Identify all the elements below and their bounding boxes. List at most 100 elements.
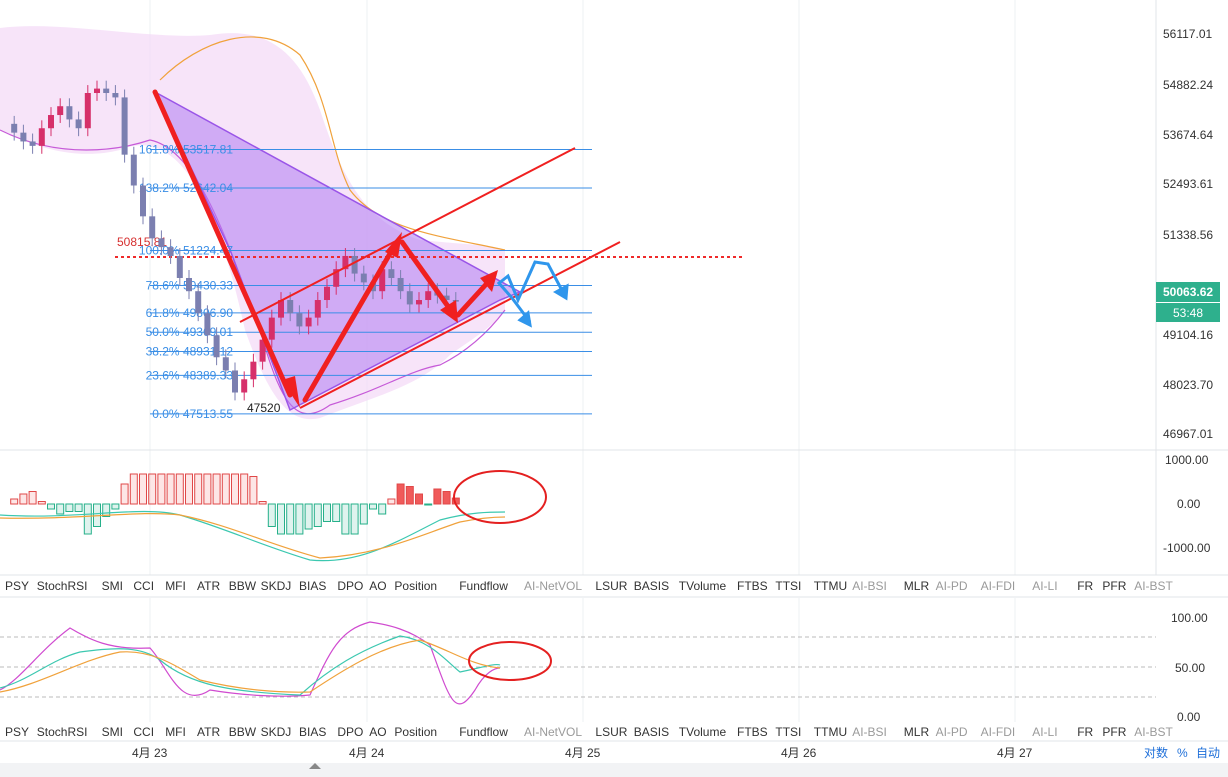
indicator-tab-ttmu[interactable]: TTMU <box>814 725 847 739</box>
indicator-tab-stochrsi[interactable]: StochRSI <box>37 725 88 739</box>
candle-body <box>11 123 18 133</box>
candle-body <box>57 106 64 116</box>
indicator-tab-fundflow[interactable]: Fundflow <box>459 725 508 739</box>
indicator-tab-pfr[interactable]: PFR <box>1102 725 1126 739</box>
indicator-tab-skdj[interactable]: SKDJ <box>261 725 292 739</box>
indicator-tab-skdj[interactable]: SKDJ <box>261 579 292 593</box>
candle-body <box>103 88 110 94</box>
indicator-tab-dpo[interactable]: DPO <box>337 725 363 739</box>
indicator-tab-lsur[interactable]: LSUR <box>595 725 627 739</box>
indicator-tab-ai-netvol[interactable]: AI-NetVOL <box>524 579 582 593</box>
indicator-tab-basis[interactable]: BASIS <box>634 725 669 739</box>
percent-scale-toggle[interactable]: % <box>1177 746 1188 760</box>
candle-body <box>379 269 386 292</box>
indicator-tab-bias[interactable]: BIAS <box>299 579 326 593</box>
indicator-tab-ai-pd[interactable]: AI-PD <box>936 579 968 593</box>
fib-level-label: 138.2% 52642.04 <box>139 181 233 195</box>
indicator-tab-mfi[interactable]: MFI <box>165 725 186 739</box>
indicator-tab-smi[interactable]: SMI <box>102 579 123 593</box>
indicator-tab-smi[interactable]: SMI <box>102 725 123 739</box>
bottom-scrollbar[interactable] <box>0 763 1228 777</box>
indicator-tab-fr[interactable]: FR <box>1077 579 1093 593</box>
osc-line-orange <box>0 639 501 693</box>
indicator-tab-fr[interactable]: FR <box>1077 725 1093 739</box>
macd-bar <box>267 503 276 527</box>
indicator-tab-ftbs[interactable]: FTBS <box>737 579 768 593</box>
price-tick: 51338.56 <box>1163 228 1213 242</box>
date-tick: 4月 24 <box>349 746 385 760</box>
indicator-tab-ai-bsi[interactable]: AI-BSI <box>852 579 887 593</box>
scroll-up-icon[interactable] <box>309 763 321 769</box>
indicator-tab-tvolume[interactable]: TVolume <box>679 725 727 739</box>
macd-bar <box>332 503 341 522</box>
indicator-tab-ao[interactable]: AO <box>369 725 386 739</box>
indicator-tab-dpo[interactable]: DPO <box>337 579 363 593</box>
indicator-tab-ai-li[interactable]: AI-LI <box>1032 579 1057 593</box>
indicator-tab-bbw[interactable]: BBW <box>229 725 257 739</box>
fib-level-label: 0.0% 47513.55 <box>152 407 233 421</box>
indicator-tab-mfi[interactable]: MFI <box>165 579 186 593</box>
indicator-tab-ao[interactable]: AO <box>369 579 386 593</box>
price-tick: 49104.16 <box>1163 328 1213 342</box>
indicator-tab-mlr[interactable]: MLR <box>904 579 930 593</box>
indicator-tab-psy[interactable]: PSY <box>5 579 29 593</box>
log-scale-toggle[interactable]: 对数 <box>1144 745 1168 760</box>
macd-bar <box>249 476 258 505</box>
indicator-tab-atr[interactable]: ATR <box>197 579 220 593</box>
indicator-tab-bias[interactable]: BIAS <box>299 725 326 739</box>
indicator-tab-cci[interactable]: CCI <box>133 725 154 739</box>
candle-body <box>167 247 174 256</box>
auto-scale-toggle[interactable]: 自动 <box>1196 746 1220 760</box>
candle-body <box>121 97 128 155</box>
macd-bar <box>359 503 368 525</box>
candle-body <box>38 128 45 146</box>
indicator-tab-ftbs[interactable]: FTBS <box>737 725 768 739</box>
indicator-tab-atr[interactable]: ATR <box>197 725 220 739</box>
macd-tick: 1000.00 <box>1165 453 1209 467</box>
candle-body <box>84 93 91 129</box>
candle-body <box>324 286 330 301</box>
macd-bar <box>323 503 331 522</box>
macd-bar <box>139 473 147 505</box>
indicator-tab-mlr[interactable]: MLR <box>904 725 930 739</box>
indicator-tab-position[interactable]: Position <box>394 725 437 739</box>
macd-bar <box>304 503 313 530</box>
candle-body <box>158 238 165 248</box>
indicator-tab-ttsi[interactable]: TTSI <box>775 579 801 593</box>
indicator-tab-ai-bsi[interactable]: AI-BSI <box>852 725 887 739</box>
macd-bar <box>102 503 111 517</box>
indicator-tab-ttsi[interactable]: TTSI <box>775 725 801 739</box>
indicator-tab-bbw[interactable]: BBW <box>229 579 257 593</box>
candle-body <box>204 313 211 336</box>
candle-body <box>176 255 183 278</box>
wave-arrows <box>152 89 498 408</box>
candle-body <box>20 132 27 142</box>
macd-bar <box>166 473 175 505</box>
bollinger-lower <box>0 129 506 415</box>
indicator-tab-ai-fdi[interactable]: AI-FDI <box>981 579 1016 593</box>
indicator-tab-cci[interactable]: CCI <box>133 579 154 593</box>
indicator-tab-ai-pd[interactable]: AI-PD <box>936 725 968 739</box>
indicator-tab-tvolume[interactable]: TVolume <box>679 579 727 593</box>
indicator-tabs: PSY StochRSI SMI CCI MFI ATR BBW SKDJ BIAS DPO AO P… <box>5 579 1174 593</box>
indicator-tab-psy[interactable]: PSY <box>5 725 29 739</box>
indicator-tab-basis[interactable]: BASIS <box>634 579 669 593</box>
indicator-tab-ai-fdi[interactable]: AI-FDI <box>981 725 1016 739</box>
indicator-tab-ai-bst[interactable]: AI-BST <box>1134 579 1173 593</box>
macd-bar <box>56 503 65 515</box>
candle-body <box>351 255 358 274</box>
macd-tick: 0.00 <box>1177 497 1201 511</box>
indicator-tab-stochrsi[interactable]: StochRSI <box>37 579 88 593</box>
indicator-tab-ai-netvol[interactable]: AI-NetVOL <box>524 725 582 739</box>
indicator-tab-ai-bst[interactable]: AI-BST <box>1134 725 1173 739</box>
macd-bar <box>212 473 221 505</box>
macd-bar <box>350 503 359 535</box>
indicator-tab-fundflow[interactable]: Fundflow <box>459 579 508 593</box>
indicator-tab-ai-li[interactable]: AI-LI <box>1032 725 1057 739</box>
indicator-tab-lsur[interactable]: LSUR <box>595 579 627 593</box>
indicator-tab-ttmu[interactable]: TTMU <box>814 579 847 593</box>
indicator-tab-position[interactable]: Position <box>394 579 437 593</box>
indicator-tab-pfr[interactable]: PFR <box>1102 579 1126 593</box>
fib-level-label: 50.0% 49369.01 <box>146 325 234 339</box>
